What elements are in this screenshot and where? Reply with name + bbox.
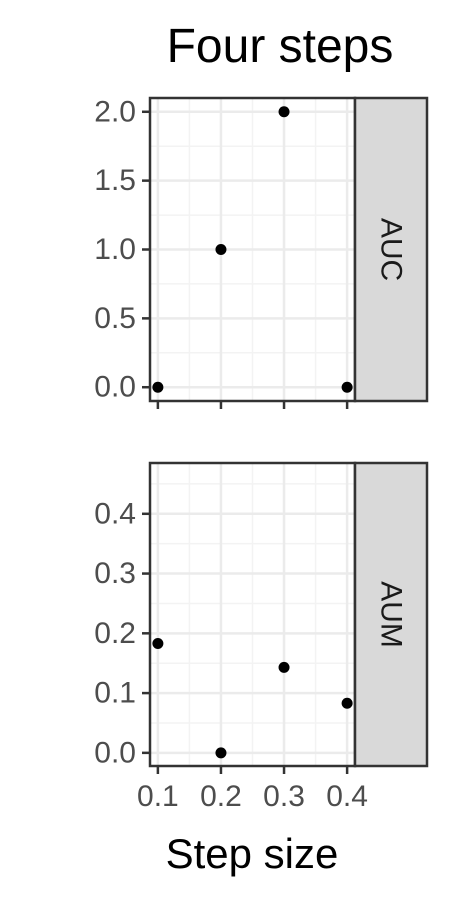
data-point <box>215 244 227 255</box>
y-tick-label: 0.0 <box>94 736 136 769</box>
panel-auc: AUC 0.0 0.5 1.0 1.5 2.0 <box>94 95 429 409</box>
facet-strip <box>353 96 429 403</box>
y-tick-label: 0.4 <box>94 497 136 530</box>
x-tick-label: 0.2 <box>200 780 242 813</box>
data-point <box>215 747 227 759</box>
y-tick-label: 1.5 <box>94 164 136 197</box>
data-point <box>278 106 290 118</box>
data-point <box>152 637 164 649</box>
x-tick-label: 0.4 <box>326 780 368 813</box>
panel-aum: AUM 0.0 0.1 0.2 0.3 0.4 <box>94 461 429 774</box>
y-tick-label: 0.0 <box>94 371 136 404</box>
data-point <box>341 381 353 393</box>
y-tick-label: 0.1 <box>94 677 136 710</box>
data-point <box>152 381 164 393</box>
y-tick-label: 2.0 <box>94 95 136 128</box>
x-axis-label: Step size <box>166 830 339 877</box>
data-point <box>278 661 290 673</box>
y-tick-label: 1.0 <box>94 233 136 266</box>
facet-strip <box>353 461 429 768</box>
y-tick-label: 0.2 <box>94 617 136 650</box>
y-tick-label: 0.5 <box>94 302 136 335</box>
facet-strip-label: AUC <box>375 218 408 281</box>
x-tick-label: 0.1 <box>137 780 179 813</box>
facet-strip-label: AUM <box>375 581 408 648</box>
data-point <box>341 697 353 709</box>
y-tick-label: 0.3 <box>94 557 136 590</box>
x-tick-label: 0.3 <box>263 780 305 813</box>
chart-title: Four steps <box>167 20 394 73</box>
